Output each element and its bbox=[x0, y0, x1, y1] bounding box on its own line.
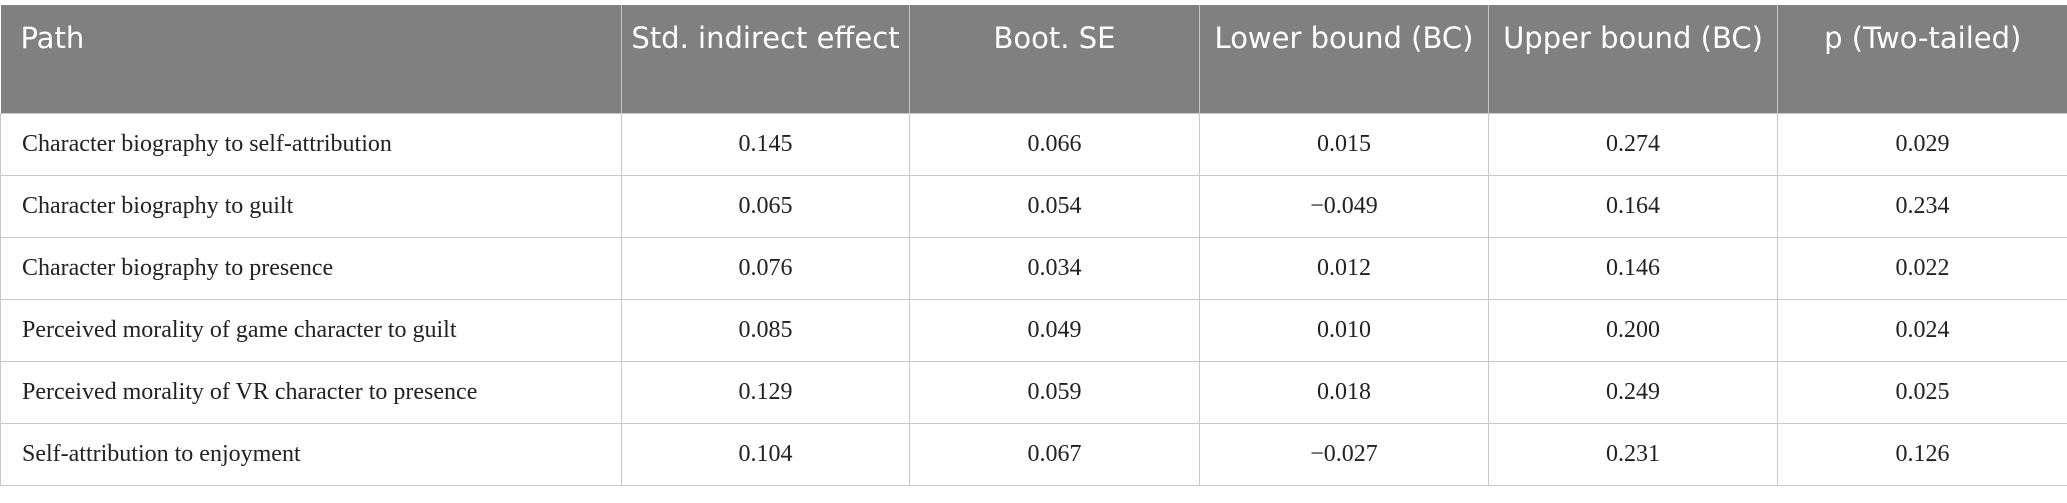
results-table: Path Std. indirect effect Boot. SE Lower bo… bbox=[0, 5, 2067, 486]
path-cell: Character biography to presence bbox=[0, 236, 622, 300]
table-body: Character biography to self-attribution 0… bbox=[0, 112, 2067, 486]
header-cell: Boot. SE bbox=[909, 5, 1200, 113]
header-cell: Upper bound (BC) bbox=[1488, 5, 1778, 113]
header-cell: Path bbox=[0, 5, 622, 113]
value-cell: 0.145 bbox=[621, 112, 910, 176]
header-cell: Lower bound (BC) bbox=[1199, 5, 1489, 113]
value-cell: 0.231 bbox=[1488, 422, 1778, 486]
value-cell: −0.027 bbox=[1199, 422, 1489, 486]
value-cell: −0.049 bbox=[1199, 174, 1489, 238]
value-cell: 0.065 bbox=[621, 174, 910, 238]
value-cell: 0.126 bbox=[1777, 422, 2067, 486]
table-row: Self-attribution to enjoyment 0.104 0.067−… bbox=[0, 422, 2067, 486]
table-row: Perceived morality of game character to … bbox=[0, 298, 2067, 362]
header-cell: Std. indirect effect bbox=[621, 5, 910, 113]
value-cell: 0.018 bbox=[1199, 360, 1489, 424]
table-header: Path Std. indirect effect Boot. SE Lower bo… bbox=[0, 5, 2067, 113]
value-cell: 0.010 bbox=[1199, 298, 1489, 362]
value-cell: 0.067 bbox=[909, 422, 1200, 486]
table-row: Perceived morality of VR character to pr… bbox=[0, 360, 2067, 424]
value-cell: 0.029 bbox=[1777, 112, 2067, 176]
value-cell: 0.085 bbox=[621, 298, 910, 362]
value-cell: 0.234 bbox=[1777, 174, 2067, 238]
value-cell: 0.049 bbox=[909, 298, 1200, 362]
table-row: Character biography to presence 0.076 0.03… bbox=[0, 236, 2067, 300]
value-cell: 0.022 bbox=[1777, 236, 2067, 300]
header-cell: p (Two-tailed) bbox=[1777, 5, 2067, 113]
table-row: Character biography to self-attribution 0… bbox=[0, 112, 2067, 176]
value-cell: 0.129 bbox=[621, 360, 910, 424]
value-cell: 0.200 bbox=[1488, 298, 1778, 362]
value-cell: 0.012 bbox=[1199, 236, 1489, 300]
value-cell: 0.164 bbox=[1488, 174, 1778, 238]
path-cell: Character biography to self-attribution bbox=[0, 112, 622, 176]
value-cell: 0.015 bbox=[1199, 112, 1489, 176]
header-row: Path Std. indirect effect Boot. SE Lower bo… bbox=[0, 5, 2067, 113]
value-cell: 0.034 bbox=[909, 236, 1200, 300]
value-cell: 0.104 bbox=[621, 422, 910, 486]
value-cell: 0.076 bbox=[621, 236, 910, 300]
path-cell: Perceived morality of VR character to pr… bbox=[0, 360, 622, 424]
value-cell: 0.054 bbox=[909, 174, 1200, 238]
value-cell: 0.025 bbox=[1777, 360, 2067, 424]
path-cell: Perceived morality of game character to … bbox=[0, 298, 622, 362]
value-cell: 0.024 bbox=[1777, 298, 2067, 362]
path-cell: Character biography to guilt bbox=[0, 174, 622, 238]
value-cell: 0.274 bbox=[1488, 112, 1778, 176]
value-cell: 0.249 bbox=[1488, 360, 1778, 424]
table-row: Character biography to guilt 0.065 0.054 −0… bbox=[0, 174, 2067, 238]
path-cell: Self-attribution to enjoyment bbox=[0, 422, 622, 486]
value-cell: 0.146 bbox=[1488, 236, 1778, 300]
value-cell: 0.059 bbox=[909, 360, 1200, 424]
value-cell: 0.066 bbox=[909, 112, 1200, 176]
